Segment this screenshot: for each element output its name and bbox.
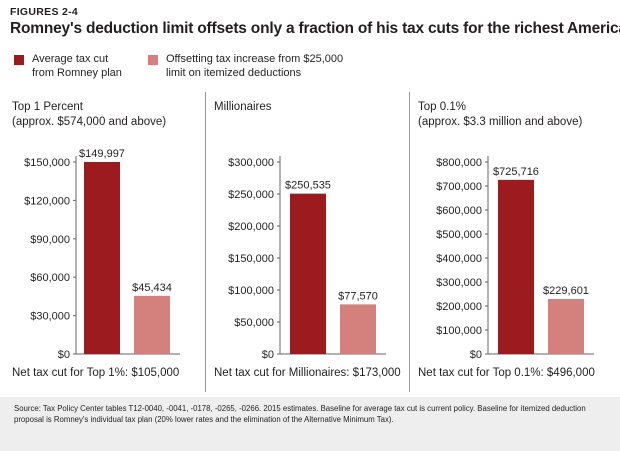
y-tick-label: $50,000 xyxy=(234,317,274,329)
data-label: $45,434 xyxy=(132,282,172,294)
net-tax-cut-label: Net tax cut for Millionaires: $173,000 xyxy=(214,367,401,379)
y-tick-label: $60,000 xyxy=(30,272,70,284)
legend-label-line: Offsetting tax increase from $25,000 xyxy=(166,53,344,65)
y-tick-label: $100,000 xyxy=(228,285,274,297)
y-tick-label: $600,000 xyxy=(436,205,482,217)
net-tax-cut-label: Net tax cut for Top 0.1%: $496,000 xyxy=(418,367,595,379)
bar-chart-top-1-percent: Top 1 Percent (approx. $574,000 and above… xyxy=(12,101,180,379)
legend-swatch-offset xyxy=(148,55,158,65)
bar xyxy=(548,298,584,354)
chart-panel-millionaires: Millionaires $0 $50,000 $100,000 $150,000 $20… xyxy=(210,92,408,392)
chart-title: Romney's deduction limit offsets only a … xyxy=(10,20,620,37)
legend-label-offset: Offsetting tax increase from $25,000 lim… xyxy=(166,52,406,80)
data-label: $149,997 xyxy=(79,148,125,160)
panel-divider xyxy=(409,92,410,392)
legend-label-line: from Romney plan xyxy=(32,67,122,79)
chart-panel-top-1-percent: Top 1 Percent (approx. $574,000 and above… xyxy=(8,92,204,392)
bar xyxy=(134,295,170,354)
bar xyxy=(498,179,534,354)
y-tick-label: $250,000 xyxy=(228,189,274,201)
y-tick-label: $200,000 xyxy=(228,221,274,233)
y-tick-label: $150,000 xyxy=(24,157,70,169)
chart-panel-top-0-1-percent: Top 0.1% (approx. $3.3 million and above)… xyxy=(414,92,614,392)
panel-title-line: (approx. $3.3 million and above) xyxy=(418,116,582,128)
y-tick-label: $300,000 xyxy=(228,157,274,169)
y-tick-label: $200,000 xyxy=(436,301,482,313)
y-tick-label: $90,000 xyxy=(30,234,70,246)
panel-title-line: (approx. $574,000 and above) xyxy=(12,116,166,128)
y-tick-label: $400,000 xyxy=(436,253,482,265)
panel-divider xyxy=(205,92,206,392)
legend-label-line: Average tax cut xyxy=(32,53,109,65)
legend-label-line: limit on itemized deductions xyxy=(166,67,302,79)
figure-kicker: FIGURES 2-4 xyxy=(10,6,79,18)
y-tick-label: $0 xyxy=(58,349,70,361)
y-tick-label: $0 xyxy=(470,349,482,361)
data-label: $250,535 xyxy=(285,180,331,192)
y-tick-label: $100,000 xyxy=(436,325,482,337)
y-tick-label: $300,000 xyxy=(436,277,482,289)
bar xyxy=(84,162,120,354)
data-label: $229,601 xyxy=(543,285,589,297)
bar xyxy=(340,304,376,354)
legend-item-tax-cut: Average tax cut from Romney plan xyxy=(14,52,232,80)
y-tick-label: $500,000 xyxy=(436,229,482,241)
y-tick-label: $150,000 xyxy=(228,253,274,265)
bar xyxy=(290,193,326,354)
source-note: Source: Tax Policy Center tables T12-004… xyxy=(0,397,620,451)
y-tick-label: $30,000 xyxy=(30,311,70,323)
legend-swatch-tax-cut xyxy=(14,55,24,65)
legend-item-offset: Offsetting tax increase from $25,000 lim… xyxy=(148,52,406,80)
net-tax-cut-label: Net tax cut for Top 1%: $105,000 xyxy=(12,367,179,379)
bar-chart-top-0-1-percent: Top 0.1% (approx. $3.3 million and above)… xyxy=(418,101,595,379)
panel-title-line: Millionaires xyxy=(214,101,272,113)
y-tick-label: $700,000 xyxy=(436,181,482,193)
data-label: $77,570 xyxy=(338,290,378,302)
data-label: $725,716 xyxy=(493,166,539,178)
legend-label-tax-cut: Average tax cut from Romney plan xyxy=(32,52,232,80)
bar-chart-millionaires: Millionaires $0 $50,000 $100,000 $150,000 $20… xyxy=(214,101,401,379)
panel-title-line: Top 1 Percent xyxy=(12,101,84,113)
panel-title-line: Top 0.1% xyxy=(418,101,466,113)
y-tick-label: $800,000 xyxy=(436,157,482,169)
y-tick-label: $0 xyxy=(262,349,274,361)
y-tick-label: $120,000 xyxy=(24,195,70,207)
